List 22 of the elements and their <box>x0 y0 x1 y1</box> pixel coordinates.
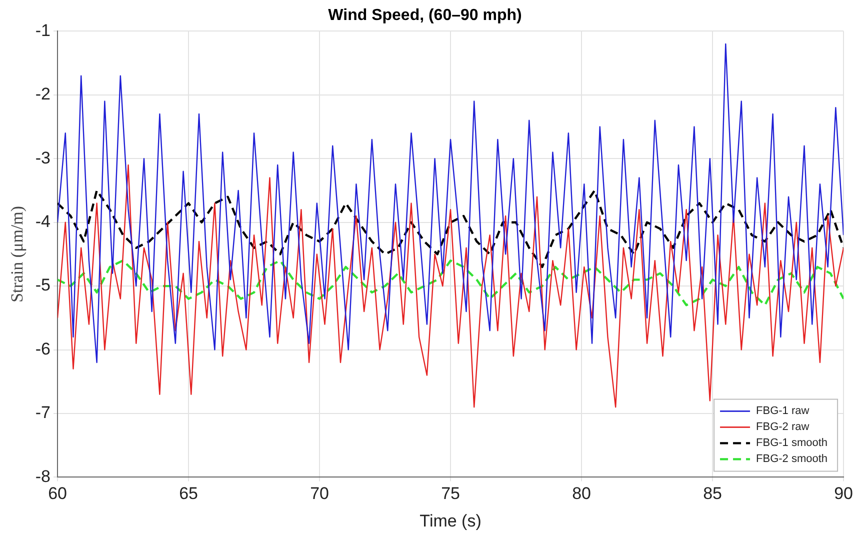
x-tick-label: 80 <box>572 484 591 504</box>
x-tick-label: 85 <box>703 484 722 504</box>
chart-title: Wind Speed, (60–90 mph) <box>328 7 522 24</box>
x-tick-label: 65 <box>179 484 198 504</box>
legend-label: FBG-2 smooth <box>756 453 828 466</box>
y-tick-label: -2 <box>35 84 51 104</box>
x-axis-title: Time (s) <box>420 511 482 530</box>
y-tick-label: -1 <box>35 20 51 40</box>
x-tick-label: 75 <box>441 484 460 504</box>
legend-label: FBG-1 raw <box>756 405 810 418</box>
y-tick-label: -4 <box>35 212 51 232</box>
y-axis-title: Strain (μm/m) <box>8 206 27 302</box>
y-tick-label: -8 <box>35 466 51 486</box>
x-tick-label: 90 <box>834 484 854 504</box>
y-tick-label: -5 <box>35 276 51 295</box>
legend-label: FBG-1 smooth <box>756 437 828 450</box>
y-tick-label: -6 <box>35 339 51 358</box>
x-tick-label: 70 <box>310 484 329 504</box>
y-tick-label: -7 <box>35 403 51 422</box>
legend-label: FBG-2 raw <box>756 421 810 434</box>
y-tick-label: -3 <box>35 148 51 168</box>
x-tick-label: 60 <box>48 484 67 504</box>
